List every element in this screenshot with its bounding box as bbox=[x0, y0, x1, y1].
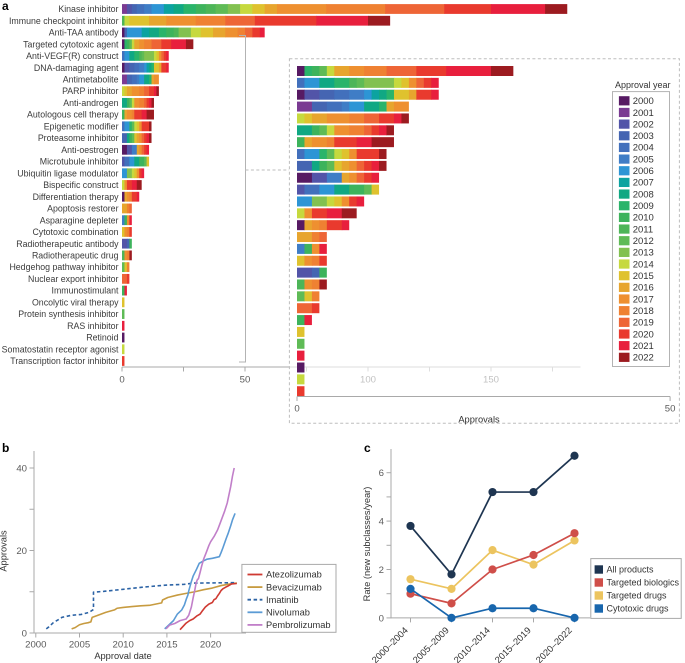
svg-text:2015: 2015 bbox=[633, 271, 654, 282]
svg-text:Approvals: Approvals bbox=[0, 530, 9, 572]
svg-text:6: 6 bbox=[379, 468, 384, 479]
svg-text:2005: 2005 bbox=[69, 640, 90, 651]
svg-text:2006: 2006 bbox=[633, 166, 654, 177]
svg-text:RAS inhibitor: RAS inhibitor bbox=[67, 321, 118, 331]
svg-text:2007: 2007 bbox=[633, 178, 654, 189]
svg-text:Somatostatin receptor agonist: Somatostatin receptor agonist bbox=[2, 344, 119, 354]
svg-text:Imatinib: Imatinib bbox=[266, 595, 299, 605]
svg-text:b: b bbox=[2, 441, 9, 455]
svg-text:2013: 2013 bbox=[633, 248, 654, 259]
svg-text:2003: 2003 bbox=[633, 131, 654, 142]
svg-text:Approval date: Approval date bbox=[94, 651, 151, 661]
svg-text:Pembrolizumab: Pembrolizumab bbox=[266, 620, 331, 630]
svg-text:2011: 2011 bbox=[633, 224, 653, 235]
svg-text:50: 50 bbox=[240, 375, 251, 386]
svg-text:2018: 2018 bbox=[633, 306, 654, 317]
svg-text:c: c bbox=[364, 441, 371, 455]
svg-text:Anti-oestrogen: Anti-oestrogen bbox=[61, 145, 118, 155]
svg-text:Transcription factor inhibitor: Transcription factor inhibitor bbox=[10, 356, 118, 366]
svg-text:2000: 2000 bbox=[633, 96, 654, 107]
svg-text:2001: 2001 bbox=[633, 108, 654, 119]
svg-text:Anti-VEGF(R) construct: Anti-VEGF(R) construct bbox=[26, 51, 119, 61]
svg-text:2017: 2017 bbox=[633, 294, 654, 305]
svg-text:Bevacizumab: Bevacizumab bbox=[266, 582, 322, 592]
svg-text:2016: 2016 bbox=[633, 283, 654, 294]
svg-text:40: 40 bbox=[16, 463, 27, 474]
svg-text:2015: 2015 bbox=[156, 640, 177, 651]
svg-text:20: 20 bbox=[16, 546, 27, 557]
svg-text:0: 0 bbox=[119, 375, 124, 386]
svg-text:Anti-TAA antibody: Anti-TAA antibody bbox=[49, 28, 119, 38]
svg-text:Microtubule inhibitor: Microtubule inhibitor bbox=[40, 157, 119, 167]
svg-text:DNA-damaging agent: DNA-damaging agent bbox=[34, 63, 119, 73]
svg-text:Cytotoxic drugs: Cytotoxic drugs bbox=[607, 604, 670, 614]
svg-text:2021: 2021 bbox=[633, 341, 654, 352]
svg-text:2000: 2000 bbox=[25, 640, 46, 651]
svg-text:Antimetabolite: Antimetabolite bbox=[63, 75, 119, 85]
svg-text:2012: 2012 bbox=[633, 236, 654, 247]
svg-text:Kinase inhibitor: Kinase inhibitor bbox=[58, 4, 118, 14]
svg-text:Nivolumab: Nivolumab bbox=[266, 608, 310, 618]
svg-text:2022: 2022 bbox=[633, 353, 654, 364]
svg-text:Bispecific construct: Bispecific construct bbox=[43, 180, 119, 190]
svg-text:Proteasome inhibitor: Proteasome inhibitor bbox=[38, 133, 119, 143]
svg-text:Radiotherapeutic antibody: Radiotherapeutic antibody bbox=[16, 239, 119, 249]
svg-text:2019: 2019 bbox=[633, 318, 654, 329]
svg-text:0: 0 bbox=[294, 404, 299, 415]
svg-text:2010: 2010 bbox=[633, 213, 654, 224]
svg-text:Autologous cell therapy: Autologous cell therapy bbox=[27, 110, 119, 120]
svg-text:2008: 2008 bbox=[633, 189, 654, 200]
svg-text:2010: 2010 bbox=[113, 640, 134, 651]
svg-text:Apoptosis restorer: Apoptosis restorer bbox=[47, 204, 118, 214]
svg-text:4: 4 bbox=[379, 517, 385, 528]
svg-text:Anti-androgen: Anti-androgen bbox=[63, 98, 118, 108]
svg-text:Rate (new subclasses/year): Rate (new subclasses/year) bbox=[362, 487, 372, 602]
svg-text:Protein synthesis inhibitor: Protein synthesis inhibitor bbox=[18, 309, 118, 319]
svg-text:2020: 2020 bbox=[633, 329, 654, 340]
svg-text:2009: 2009 bbox=[633, 201, 654, 212]
svg-text:0: 0 bbox=[379, 613, 384, 624]
svg-text:Targeted drugs: Targeted drugs bbox=[607, 591, 668, 601]
svg-text:Cytotoxic combination: Cytotoxic combination bbox=[32, 227, 118, 237]
svg-text:Targeted biologics: Targeted biologics bbox=[607, 578, 680, 588]
svg-text:50: 50 bbox=[665, 404, 676, 415]
svg-text:0: 0 bbox=[22, 628, 27, 639]
svg-text:Differentiation therapy: Differentiation therapy bbox=[33, 192, 120, 202]
svg-text:Retinoid: Retinoid bbox=[86, 333, 118, 343]
svg-text:Asparagine depleter: Asparagine depleter bbox=[40, 215, 119, 225]
svg-text:Targeted cytotoxic agent: Targeted cytotoxic agent bbox=[23, 39, 119, 49]
svg-text:Approvals: Approvals bbox=[458, 415, 500, 425]
svg-text:Hedgehog pathway inhibitor: Hedgehog pathway inhibitor bbox=[9, 262, 118, 272]
svg-text:2004: 2004 bbox=[633, 143, 654, 154]
svg-text:Epigenetic modifier: Epigenetic modifier bbox=[44, 121, 119, 131]
svg-text:2005: 2005 bbox=[633, 154, 654, 165]
svg-text:All products: All products bbox=[607, 565, 655, 575]
svg-text:Oncolytic viral therapy: Oncolytic viral therapy bbox=[32, 297, 119, 307]
svg-text:2014: 2014 bbox=[633, 259, 654, 270]
svg-text:2002: 2002 bbox=[633, 119, 654, 130]
svg-text:Ubiquitin ligase modulator: Ubiquitin ligase modulator bbox=[17, 168, 118, 178]
svg-text:2020: 2020 bbox=[200, 640, 221, 651]
svg-text:Nuclear export inhibitor: Nuclear export inhibitor bbox=[28, 274, 119, 284]
svg-text:a: a bbox=[2, 0, 9, 13]
svg-text:Atezolizumab: Atezolizumab bbox=[266, 570, 322, 580]
svg-text:Radiotherapeutic drug: Radiotherapeutic drug bbox=[32, 250, 119, 260]
svg-text:Immune checkpoint inhibitor: Immune checkpoint inhibitor bbox=[9, 16, 119, 26]
svg-text:2: 2 bbox=[379, 565, 384, 576]
svg-text:PARP inhibitor: PARP inhibitor bbox=[62, 86, 118, 96]
svg-text:Approval year: Approval year bbox=[615, 80, 671, 90]
svg-text:Immunostimulant: Immunostimulant bbox=[52, 286, 120, 296]
